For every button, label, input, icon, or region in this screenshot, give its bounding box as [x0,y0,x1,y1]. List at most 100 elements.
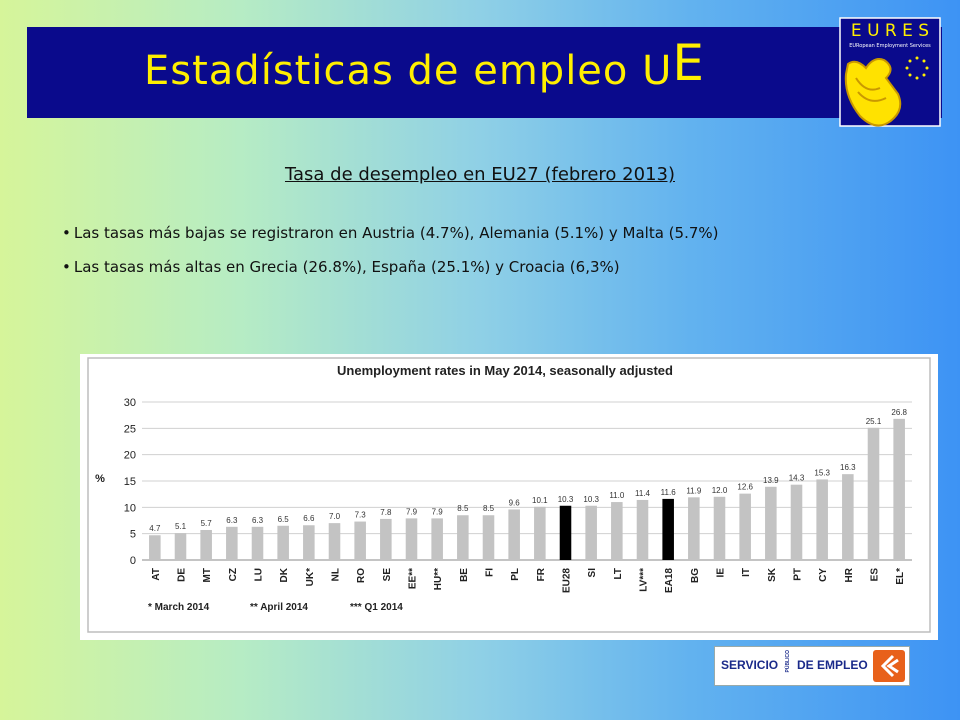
sepe-logo: SERVICIO PÚBLICO DE EMPLEO [714,646,910,686]
x-tick-label: RO [356,568,367,583]
x-tick-label: SK [767,567,778,582]
bar-LT [611,502,623,560]
data-label: 11.0 [609,491,625,500]
x-tick-label: DK [279,567,290,582]
x-tick-label: BE [459,568,470,582]
y-tick-label: 30 [124,397,136,409]
data-label: 7.0 [329,512,341,521]
y-axis-label: % [95,473,105,485]
bar-CY [816,479,828,560]
y-tick-label: 0 [130,555,136,567]
data-label: 11.9 [686,486,702,495]
y-tick-label: 15 [124,476,136,488]
bar-EL [893,418,905,560]
data-label: 26.8 [891,408,907,417]
bar-DK [277,525,289,560]
bullet-list: Las tasas más bajas se registraron en Au… [62,224,719,292]
data-label: 7.8 [380,508,392,517]
x-tick-label: EU28 [562,568,573,593]
data-label: 7.9 [406,507,418,516]
chart-frame [87,357,931,633]
data-label: 7.3 [355,511,367,520]
page-title: Estadísticas de empleo UE [144,34,705,94]
sepe-logo-right: DE EMPLEO [797,658,868,672]
bar-EE [405,518,418,560]
data-label: 25.1 [866,417,882,426]
bar-SI [585,505,597,560]
sepe-logo-left: SERVICIO [721,658,779,672]
data-label: 8.5 [483,504,495,513]
bar-MT [200,529,212,560]
x-tick-label: IT [741,568,752,577]
y-tick-label: 5 [130,529,136,541]
data-label: 5.1 [175,522,187,531]
bar-FI [482,515,495,560]
x-tick-label: LT [613,568,624,579]
data-label: 6.6 [303,514,315,523]
bar-LV [636,499,649,560]
data-label: 5.7 [201,519,213,528]
y-tick-label: 20 [124,450,136,462]
x-tick-label: ES [870,568,881,582]
eures-logo-text: E U R E S [851,21,929,41]
x-tick-label: HU** [433,568,444,590]
chart-svg: Unemployment rates in May 2014, seasonal… [87,357,931,633]
sepe-arrow-icon [873,650,905,682]
bar-CZ [226,526,238,560]
bullet-item: Las tasas más bajas se registraron en Au… [62,224,719,242]
x-tick-label: MT [202,568,213,582]
bar-BG [688,497,700,560]
data-label: 6.5 [278,515,290,524]
bar-EA18 [662,498,674,560]
data-label: 10.3 [558,495,574,504]
bar-SK [765,486,777,560]
bar-DE [174,533,187,560]
bar-PT [790,484,803,560]
data-label: 6.3 [226,516,238,525]
bullet-item: Las tasas más altas en Grecia (26.8%), E… [62,258,719,276]
bar-AT [149,535,161,560]
bar-IE [713,496,726,560]
chart-title: Unemployment rates in May 2014, seasonal… [337,363,673,378]
x-tick-label: AT [151,568,162,581]
data-label: 14.3 [789,474,805,483]
eures-logo: E U R E S EURopean Employment Services [839,17,941,127]
data-label: 12.6 [737,483,753,492]
bar-IT [739,493,751,560]
data-label: 9.6 [509,498,521,507]
data-label: 11.6 [661,488,677,497]
bar-NL [328,523,341,560]
thumbs-up-icon [844,58,902,127]
x-tick-label: IE [716,568,727,578]
bar-ES [867,427,880,560]
x-tick-label: FI [485,568,496,577]
x-tick-label: EE** [408,568,419,589]
bar-HU [431,518,443,560]
eures-logo-subtext: EURopean Employment Services [849,43,931,49]
data-label: 11.4 [635,489,651,498]
footnote: * March 2014 [148,602,210,613]
data-label: 12.0 [712,486,728,495]
x-tick-label: DE [177,568,188,582]
bar-SE [380,518,392,560]
bar-HR [842,474,854,560]
bar-LU [251,526,264,560]
eu-stars-icon [905,56,929,80]
x-tick-label: SI [587,568,598,578]
data-label: 8.5 [457,504,469,513]
x-tick-label: HR [844,567,855,582]
title-banner [27,27,942,118]
x-tick-label: LV*** [639,568,650,592]
unemployment-chart: Unemployment rates in May 2014, seasonal… [80,354,938,640]
bar-EU28 [559,505,572,560]
data-label: 7.9 [432,507,444,516]
bar-PL [508,509,520,560]
data-label: 4.7 [149,524,161,533]
x-tick-label: EL* [895,568,906,585]
x-tick-label: EA18 [664,568,675,593]
x-tick-label: PT [793,568,804,581]
footnote: ** April 2014 [250,602,308,613]
bar-UK [303,525,315,560]
x-tick-label: CY [818,568,829,582]
x-tick-label: FR [536,567,547,581]
